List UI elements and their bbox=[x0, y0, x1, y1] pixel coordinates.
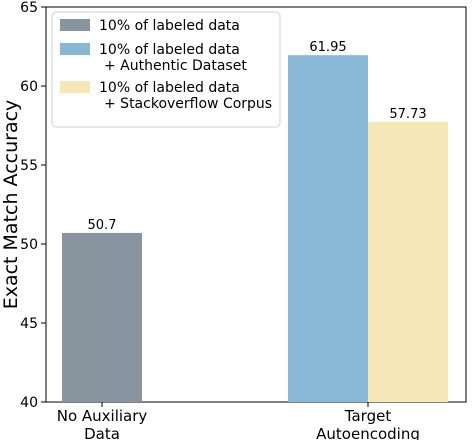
y-tick-label: 50 bbox=[20, 237, 38, 253]
plot-frame bbox=[45, 6, 467, 403]
y-axis-label: Exact Match Accuracy bbox=[0, 100, 22, 310]
y-tick-label: 65 bbox=[20, 0, 38, 16]
bar bbox=[368, 121, 448, 402]
bar-value-label: 50.7 bbox=[88, 218, 117, 233]
legend-box bbox=[51, 11, 281, 128]
bar bbox=[62, 232, 142, 402]
y-tick-label: 55 bbox=[20, 158, 38, 174]
legend-swatch bbox=[60, 19, 90, 31]
legend-entry-label: 10% of labeled data bbox=[99, 42, 240, 58]
bar-value-label: 61.95 bbox=[309, 40, 346, 55]
legend-swatch bbox=[60, 43, 90, 55]
bar-value-label: 57.73 bbox=[389, 107, 426, 122]
legend-entry-label: + Authentic Dataset bbox=[104, 58, 247, 74]
legend-entry-label: 10% of labeled data bbox=[99, 80, 240, 96]
y-tick-label: 40 bbox=[20, 395, 38, 411]
x-tick-label: Autoencoding bbox=[316, 425, 420, 440]
y-tick-label: 45 bbox=[20, 316, 38, 332]
x-tick-label: Data bbox=[84, 425, 120, 440]
bars-layer bbox=[62, 55, 448, 402]
legend-swatch bbox=[60, 81, 90, 93]
legend-entry-label: 10% of labeled data bbox=[99, 18, 240, 34]
y-tick-label: 60 bbox=[20, 79, 38, 95]
data-labels-layer: 50.7 61.95 57.73 bbox=[88, 40, 427, 233]
bar bbox=[288, 55, 368, 402]
x-tick-label: Target bbox=[344, 407, 392, 425]
x-tick-label: No Auxiliary bbox=[57, 407, 148, 425]
legend-entry-label: + Stackoverflow Corpus bbox=[104, 96, 272, 112]
